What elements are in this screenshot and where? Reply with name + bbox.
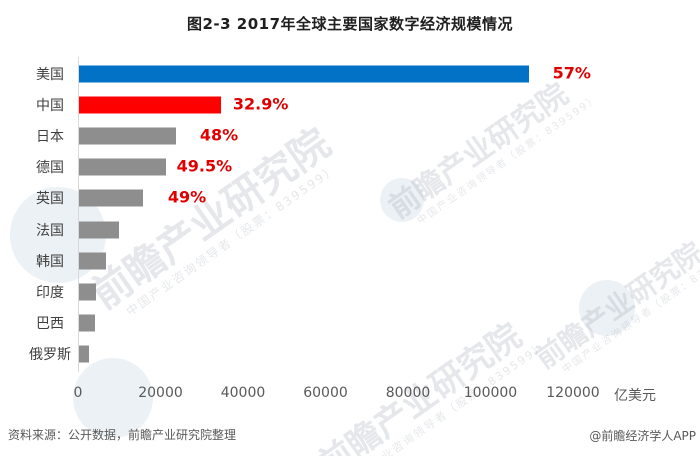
x-axis-tick-label: 80000 [385, 385, 431, 401]
value-label: 57% [552, 63, 591, 83]
category-label: 印度 [36, 285, 64, 301]
value-label: 48% [199, 125, 239, 145]
bar [79, 127, 176, 145]
value-label: 49.5% [176, 156, 233, 176]
bar [79, 96, 221, 114]
bar [79, 65, 529, 83]
value-label: 32.9% [232, 94, 289, 114]
category-label: 日本 [36, 129, 64, 145]
category-label: 法国 [36, 223, 64, 239]
category-label: 美国 [36, 67, 64, 83]
category-label: 中国 [36, 98, 64, 114]
category-label: 俄罗斯 [29, 347, 71, 363]
x-axis-unit-label: 亿美元 [614, 388, 656, 404]
x-axis-tick-label: 120000 [546, 385, 600, 401]
chart-title: 图2-3 2017年全球主要国家数字经济规模情况 [186, 15, 514, 33]
bar [79, 189, 143, 207]
bar [79, 158, 166, 176]
category-label: 韩国 [36, 254, 64, 270]
bar [79, 345, 89, 363]
x-axis-tick-label: 40000 [220, 385, 266, 401]
x-axis-tick-label: 0 [73, 385, 83, 401]
value-label: 49% [167, 187, 207, 207]
data-source-note: 资料来源：公开数据，前瞻产业研究院整理 [8, 428, 237, 442]
x-axis-tick-label: 60000 [303, 385, 348, 401]
category-label: 英国 [36, 191, 64, 207]
category-label: 德国 [36, 160, 64, 176]
x-axis-tick-label: 20000 [138, 385, 183, 401]
app-credit: @前瞻经济学人APP [589, 429, 696, 443]
bar [79, 221, 119, 239]
x-axis-tick-label: 100000 [463, 385, 518, 401]
bar [79, 252, 106, 270]
bar [79, 283, 96, 301]
category-label: 巴西 [36, 316, 64, 332]
bar [79, 314, 96, 332]
